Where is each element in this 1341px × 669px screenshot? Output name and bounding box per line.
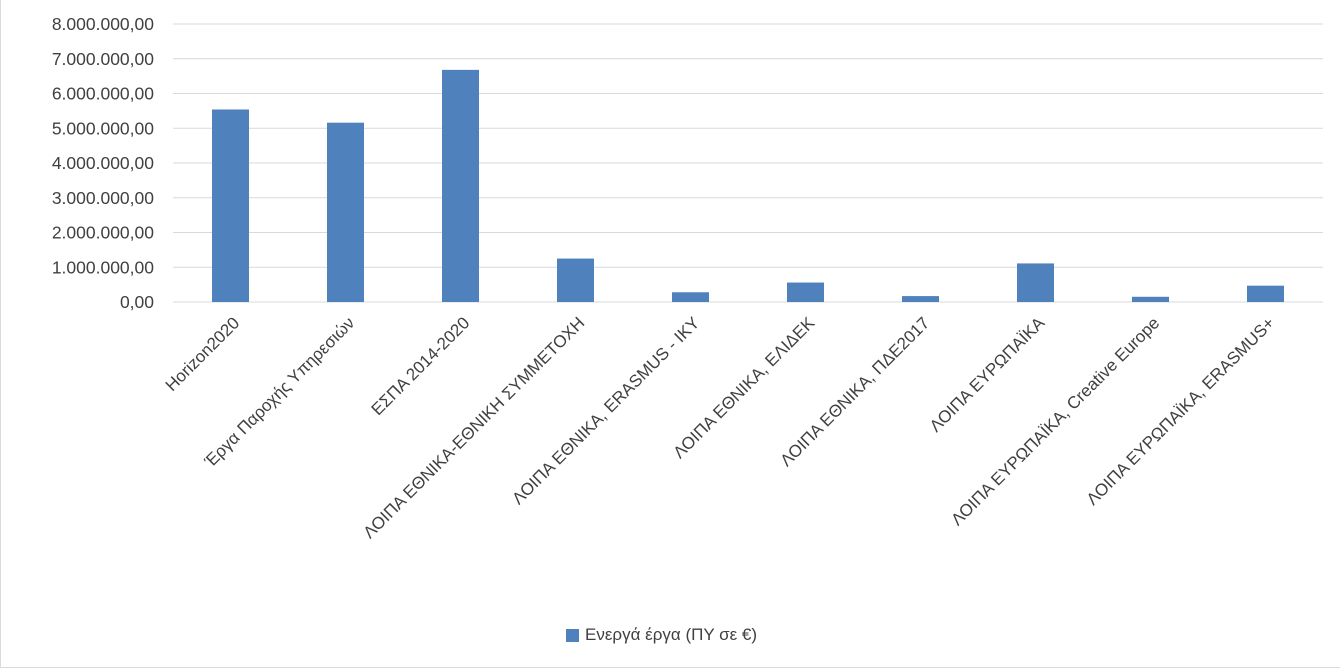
y-tick-label: 2.000.000,00 xyxy=(52,223,154,243)
x-tick-label: ΛΟΙΠΑ ΕΥΡΩΠΑΪΚΑ, ERASMUS+ xyxy=(1083,313,1279,509)
legend-label: Ενεργά έργα (ΠΥ σε €) xyxy=(585,625,758,644)
y-tick-label: 4.000.000,00 xyxy=(52,153,154,173)
x-tick-label: ΕΣΠΑ 2014-2020 xyxy=(368,313,474,419)
x-tick-label: ΛΟΙΠΑ ΕΥΡΩΠΑΪΚΑ xyxy=(926,313,1049,436)
bar xyxy=(442,69,479,303)
bar xyxy=(327,122,364,302)
y-tick-label: 1.000.000,00 xyxy=(52,257,154,277)
y-tick-label: 5.000.000,00 xyxy=(52,118,154,138)
legend-swatch xyxy=(566,628,579,642)
x-tick-label: Horizon2020 xyxy=(162,313,244,395)
x-tick-label: ΛΟΙΠΑ ΕΘΝΙΚΑ-ΕΘΝΙΚΗ ΣΥΜΜΕΤΟΧΗ xyxy=(360,313,589,542)
bar xyxy=(902,296,939,302)
y-tick-label: 6.000.000,00 xyxy=(52,84,154,104)
bar xyxy=(672,292,709,302)
y-tick-label: 0,00 xyxy=(120,292,154,312)
bar xyxy=(557,258,594,302)
x-tick-label: ΛΟΙΠΑ ΕΘΝΙΚΑ, ERASMUS - ΙΚΥ xyxy=(508,313,703,508)
chart-legend: Ενεργά έργα (ΠΥ σε €) xyxy=(566,625,757,645)
bar xyxy=(1247,285,1284,302)
x-tick-label: ΛΟΙΠΑ ΕΥΡΩΠΑΪΚΑ, Creative Europe xyxy=(947,313,1163,529)
bar xyxy=(1017,263,1054,302)
bar xyxy=(1132,296,1169,302)
bar xyxy=(212,109,249,302)
y-tick-label: 7.000.000,00 xyxy=(52,49,154,69)
y-tick-label: 8.000.000,00 xyxy=(52,14,154,34)
bar xyxy=(787,282,824,302)
y-tick-label: 3.000.000,00 xyxy=(52,188,154,208)
